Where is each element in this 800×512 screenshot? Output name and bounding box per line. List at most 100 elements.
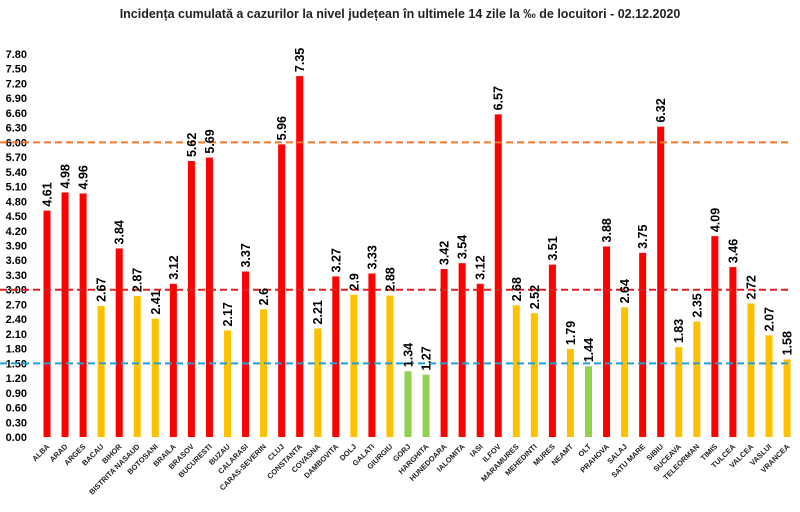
value-label: 4.09: [708, 208, 722, 232]
bars: [43, 76, 791, 438]
bar: [747, 303, 755, 437]
y-tick-label: 6.90: [6, 93, 27, 105]
y-tick-label: 7.50: [6, 64, 27, 76]
bar: [386, 295, 394, 437]
bar: [530, 313, 538, 437]
y-tick-label: 0.60: [6, 403, 27, 415]
y-tick-label: 4.50: [6, 211, 27, 223]
y-tick-label: 5.70: [6, 152, 27, 164]
value-label: 3.27: [329, 248, 343, 272]
value-label: 3.12: [167, 255, 181, 279]
y-tick-label: 3.60: [6, 255, 27, 267]
value-label: 2.87: [131, 268, 145, 292]
y-tick-label: 3.90: [6, 241, 27, 253]
y-tick-label: 3.30: [6, 270, 27, 282]
y-tick-label: 0.30: [6, 417, 27, 429]
bar: [296, 76, 304, 437]
value-label: 2.68: [510, 277, 524, 301]
value-label: 4.98: [59, 164, 73, 188]
value-label: 2.67: [95, 278, 109, 302]
value-label: 5.96: [275, 116, 289, 140]
bar: [205, 157, 213, 437]
chart-title: Incidența cumulată a cazurilor la nivel …: [120, 7, 681, 21]
bar: [61, 192, 69, 437]
value-labels: 4.61 4.98 4.96 2.67 3.84 2.87 2.41 3.12 5.62 5.69…: [41, 48, 795, 371]
value-label: 1.83: [672, 319, 686, 343]
value-label: 2.52: [528, 285, 542, 309]
bar: [675, 347, 683, 437]
value-label: 3.42: [438, 241, 452, 265]
value-label: 3.54: [456, 235, 470, 259]
bar: [350, 294, 358, 437]
value-label: 2.9: [347, 273, 361, 290]
value-label: 1.58: [781, 331, 795, 355]
bar: [260, 309, 268, 437]
value-label: 1.34: [402, 343, 416, 367]
bar: [783, 359, 791, 437]
bar: [187, 161, 195, 438]
bar: [765, 335, 773, 437]
bar: [422, 374, 430, 437]
bar: [368, 273, 376, 437]
bar: [97, 305, 105, 437]
y-tick-label: 7.80: [6, 49, 27, 61]
bar: [314, 328, 322, 437]
value-label: 6.32: [654, 98, 668, 122]
value-label: 3.12: [474, 255, 488, 279]
bar: [693, 321, 701, 437]
value-label: 6.57: [492, 86, 506, 110]
y-tick-label: 6.30: [6, 123, 27, 135]
value-label: 3.33: [365, 245, 379, 269]
value-label: 1.79: [564, 321, 578, 345]
value-label: 2.17: [221, 302, 235, 326]
bar: [729, 267, 737, 437]
bar: [224, 330, 231, 437]
value-label: 4.96: [77, 165, 91, 189]
y-tick-label: 7.20: [6, 78, 27, 90]
value-label: 2.64: [618, 279, 632, 303]
bar: [79, 193, 87, 437]
bar: [43, 210, 51, 437]
y-axis: 0.000.300.600.901.201.501.802.102.402.70…: [6, 49, 27, 444]
bar: [711, 236, 719, 437]
value-label: 1.27: [420, 346, 434, 370]
bar: [494, 114, 502, 438]
value-label: 2.41: [149, 290, 163, 314]
value-label: 3.46: [726, 239, 740, 263]
bar: [169, 283, 177, 437]
value-label: 3.88: [600, 218, 614, 242]
value-label: 1.44: [582, 338, 596, 362]
bar: [585, 366, 592, 437]
bar: [639, 252, 647, 437]
bar: [548, 264, 556, 437]
y-tick-label: 0.00: [6, 432, 27, 444]
bar: [242, 271, 250, 437]
value-label: 3.84: [113, 220, 127, 244]
value-label: 2.6: [257, 288, 271, 305]
bar: [404, 371, 412, 437]
y-tick-label: 1.20: [6, 373, 27, 385]
value-label: 2.72: [744, 275, 758, 299]
y-tick-label: 2.40: [6, 314, 27, 326]
bar: [657, 126, 665, 438]
bar: [603, 246, 611, 437]
bar: [332, 276, 340, 437]
bar: [115, 248, 123, 437]
y-tick-label: 5.10: [6, 182, 27, 194]
bar: [566, 349, 574, 437]
bar: [458, 263, 466, 437]
value-label: 3.51: [546, 236, 560, 260]
value-label: 2.88: [383, 267, 397, 291]
value-label: 3.37: [239, 243, 253, 267]
bar: [512, 305, 520, 437]
bar: [476, 283, 484, 437]
value-label: 5.62: [185, 133, 199, 157]
y-tick-label: 5.40: [6, 167, 27, 179]
y-tick-label: 4.20: [6, 226, 27, 238]
y-tick-label: 6.60: [6, 108, 27, 120]
y-tick-label: 4.80: [6, 196, 27, 208]
bar: [621, 307, 629, 437]
bar: [151, 318, 159, 437]
